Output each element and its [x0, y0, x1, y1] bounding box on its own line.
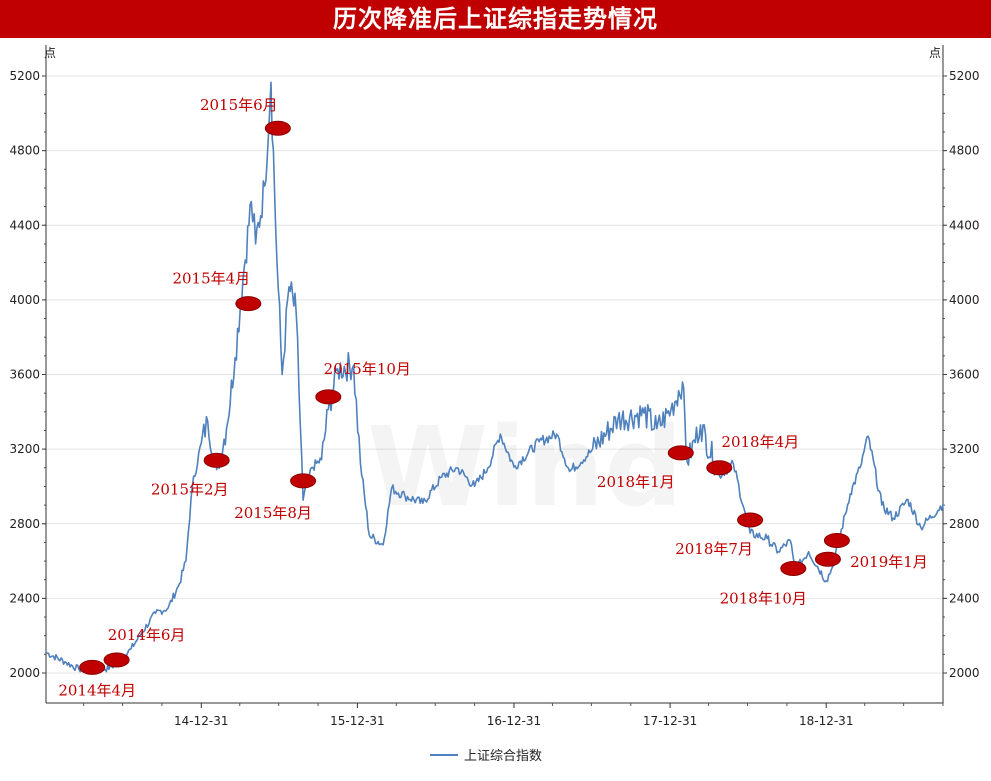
series-line	[45, 81, 944, 673]
y-tick-label-right: 3600	[949, 368, 980, 382]
annotation-label: 2014年6月	[108, 626, 186, 644]
y-tick-label-left: 2400	[9, 591, 40, 605]
annotation-label: 2018年4月	[721, 433, 799, 451]
y-tick-label-left: 4000	[9, 293, 40, 307]
y-tick-label-left: 2000	[9, 666, 40, 680]
axes: 2000 2000 2400 2400 2800 2800 3200 3200 3600 3600…	[9, 45, 980, 728]
x-tick-label: 17-12-31	[643, 714, 697, 728]
y-tick-label-left: 5200	[9, 69, 40, 83]
legend-label: 上证综合指数	[464, 749, 542, 764]
annotation-marker	[814, 551, 841, 567]
y-tick-label-right: 4000	[949, 293, 980, 307]
legend: 上证综合指数	[430, 749, 542, 764]
x-tick-label: 18-12-31	[799, 714, 853, 728]
annotation-marker	[667, 445, 694, 461]
watermark-text: Wind	[367, 403, 683, 531]
y-tick-label-left: 3200	[9, 442, 40, 456]
y-tick-label-left: 4400	[9, 218, 40, 232]
y-tick-label-left: 2800	[9, 517, 40, 531]
y-tick-label-right: 3200	[949, 442, 980, 456]
annotation-label: 2015年6月	[200, 96, 278, 114]
x-tick-label: 15-12-31	[330, 714, 384, 728]
y-tick-label-right: 4800	[949, 144, 980, 158]
y-tick-label-left: 3600	[9, 368, 40, 382]
annotation-marker	[780, 561, 807, 577]
annotation-label: 2014年4月	[58, 681, 136, 699]
annotation-marker	[823, 533, 850, 549]
annotation-marker	[264, 120, 291, 136]
y-tick-label-left: 4800	[9, 144, 40, 158]
annotation-label: 2018年7月	[675, 540, 753, 558]
annotation-marker	[103, 652, 130, 668]
chart-title: 历次降准后上证综指走势情况	[0, 0, 991, 38]
annotation-marker	[315, 389, 342, 405]
y-tick-label-right: 2400	[949, 591, 980, 605]
watermark: Wind	[367, 403, 683, 531]
annotation-marker	[290, 473, 317, 489]
y-unit-right: 点	[929, 46, 941, 60]
annotation-label: 2015年2月	[151, 480, 229, 498]
annotation-label: 2018年10月	[720, 590, 807, 608]
y-unit-left: 点	[44, 46, 56, 60]
series-layer	[45, 81, 944, 673]
annotation-labels: 2014年4月 2014年6月 2015年2月 2015年4月 2015年6月 2015年…	[58, 96, 927, 699]
annotation-label: 2015年4月	[172, 270, 250, 288]
annotation-label: 2015年10月	[324, 360, 411, 378]
annotation-label: 2015年8月	[234, 504, 312, 522]
annotation-marker	[706, 460, 733, 476]
y-tick-label-right: 4400	[949, 218, 980, 232]
x-tick-label: 14-12-31	[174, 714, 228, 728]
annotation-marker	[737, 512, 764, 528]
x-tick-label: 16-12-31	[487, 714, 541, 728]
y-tick-label-right: 2800	[949, 517, 980, 531]
annotation-marker	[235, 296, 262, 312]
y-tick-label-right: 2000	[949, 666, 980, 680]
y-tick-label-right: 5200	[949, 69, 980, 83]
annotation-marker	[203, 452, 230, 468]
annotation-markers	[79, 120, 850, 675]
annotation-label: 2019年1月	[850, 553, 928, 571]
annotation-label: 2018年1月	[597, 473, 675, 491]
annotation-marker	[79, 659, 106, 675]
grid-lines	[46, 75, 943, 674]
